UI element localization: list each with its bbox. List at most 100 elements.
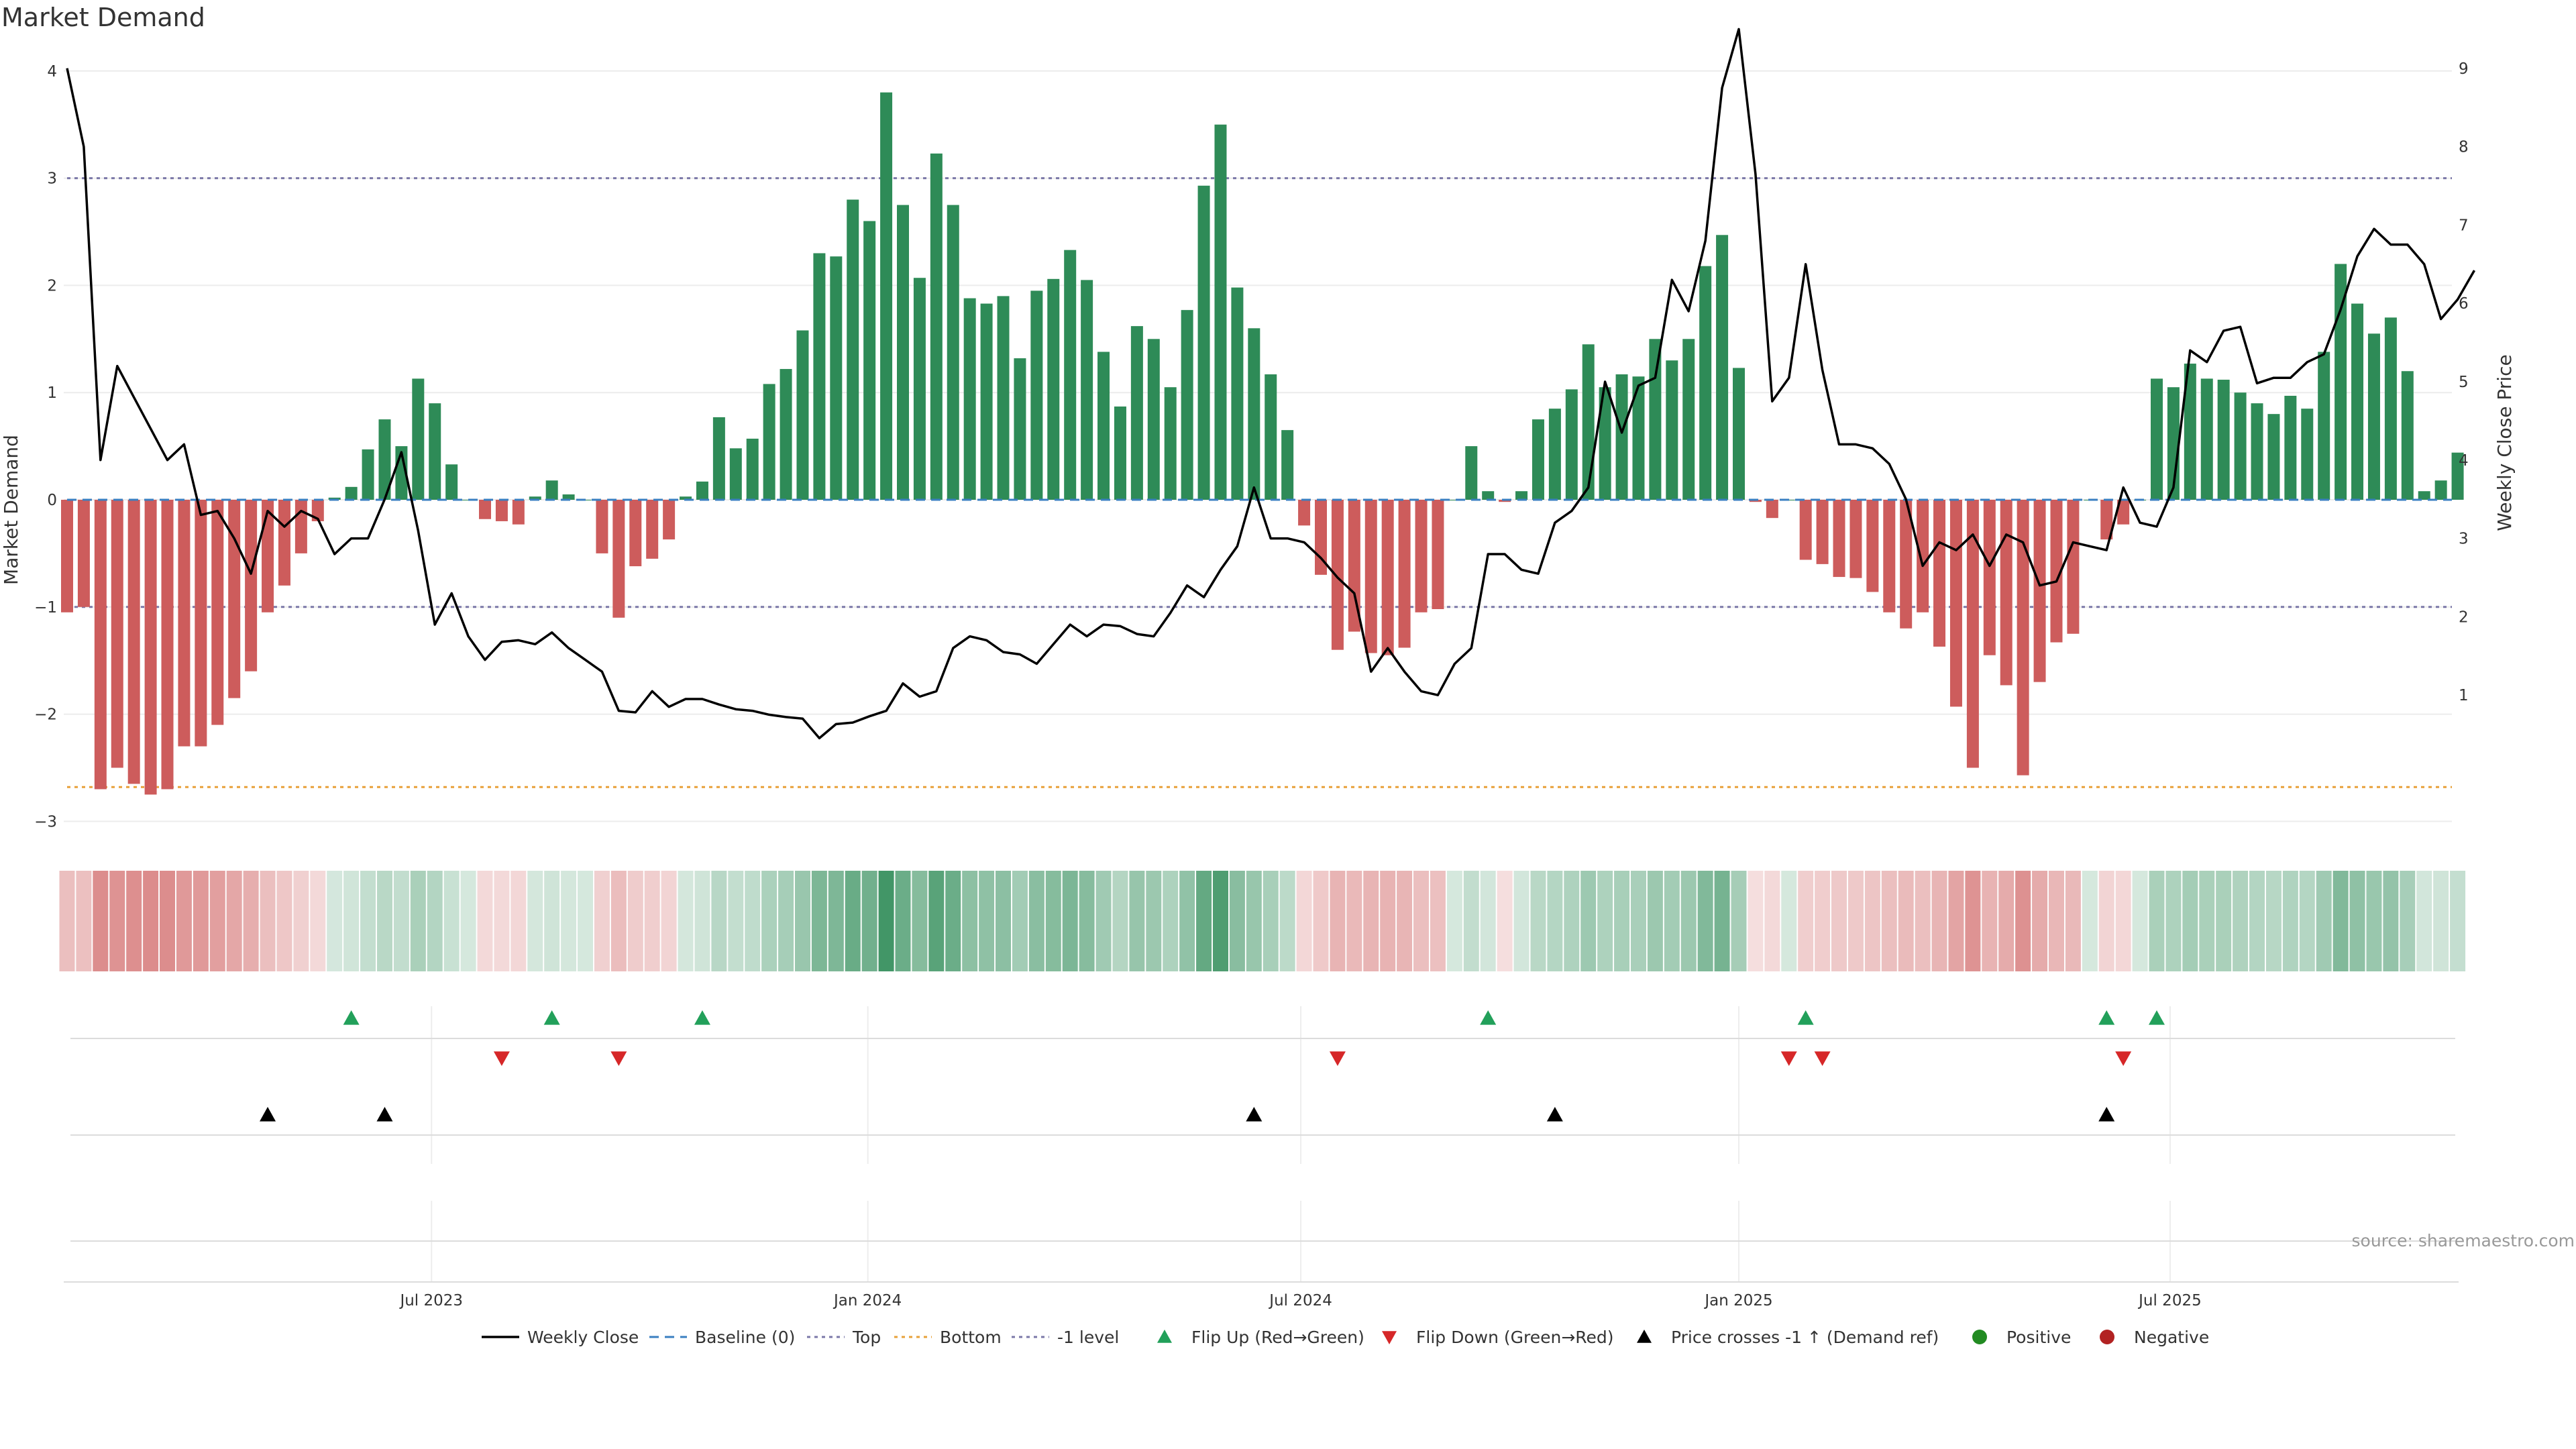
demand-bar — [228, 500, 241, 698]
heat-strip-cell — [610, 871, 627, 971]
heat-strip-cell — [1012, 871, 1028, 971]
demand-bar — [262, 500, 274, 612]
demand-bar — [1265, 374, 1277, 500]
demand-bar — [2251, 403, 2263, 500]
flip-down-marker — [1780, 1051, 1797, 1066]
demand-bar — [2284, 395, 2297, 500]
legend-label: Weekly Close — [527, 1328, 639, 1347]
heat-strip-cell — [2115, 871, 2131, 971]
demand-bar — [1548, 409, 1561, 500]
demand-bar — [2217, 380, 2230, 500]
demand-bar — [2401, 371, 2414, 500]
heat-strip-cell — [828, 871, 844, 971]
y2-tick-label: 4 — [2459, 452, 2469, 470]
heat-strip-cell — [694, 871, 710, 971]
heat-strip-cell — [143, 871, 159, 971]
heat-strip-cell — [1045, 871, 1061, 971]
heat-strip-cell — [761, 871, 777, 971]
y-tick-label: −1 — [34, 599, 57, 616]
demand-bar — [2334, 264, 2347, 500]
heat-strip-cell — [1597, 871, 1613, 971]
heat-strip-cell — [996, 871, 1012, 971]
demand-bar — [1364, 500, 1377, 653]
demand-bar — [445, 464, 458, 500]
demand-bar — [512, 500, 525, 525]
heat-strip-cell — [2132, 871, 2148, 971]
demand-bar — [1766, 500, 1778, 519]
demand-bar — [562, 494, 575, 500]
heat-strip-cell — [1413, 871, 1430, 971]
legend-swatch-price-cross — [1637, 1330, 1652, 1343]
price-cross-marker — [1546, 1107, 1563, 1122]
heat-strip-cell — [2149, 871, 2165, 971]
demand-bar — [1214, 124, 1227, 500]
heat-strip-cell — [945, 871, 961, 971]
heat-strip-cell — [711, 871, 727, 971]
demand-bar — [947, 205, 959, 500]
demand-bar — [763, 384, 775, 500]
demand-bar — [1632, 376, 1645, 500]
heat-strip-cell — [1915, 871, 1931, 971]
heat-strip-cell — [1062, 871, 1078, 971]
heat-strip-cell — [2015, 871, 2031, 971]
demand-bar — [1682, 339, 1695, 500]
demand-bar — [211, 500, 224, 725]
heat-strip-cell — [1179, 871, 1195, 971]
demand-bar — [2367, 333, 2380, 500]
y2-tick-label: 8 — [2459, 139, 2469, 156]
heat-strip-cell — [1580, 871, 1597, 971]
heat-strip-cell — [1196, 871, 1212, 971]
heat-strip-cell — [494, 871, 510, 971]
x-tick-label: Jan 2025 — [1703, 1292, 1772, 1309]
demand-bar — [963, 298, 976, 500]
demand-bar — [1582, 344, 1595, 500]
heat-strip-cell — [1313, 871, 1329, 971]
demand-bar — [1849, 500, 1862, 578]
demand-bar — [1097, 352, 1110, 500]
flip-up-marker — [543, 1010, 560, 1025]
heat-strip-cell — [293, 871, 309, 971]
heat-strip-cell — [861, 871, 877, 971]
heat-strip-cell — [1530, 871, 1546, 971]
demand-bar — [1030, 290, 1043, 500]
demand-bar — [2017, 500, 2029, 775]
legend-label: Positive — [2006, 1328, 2071, 1347]
demand-bar — [596, 500, 608, 553]
heat-strip-cell — [1614, 871, 1630, 971]
heat-strip-cell — [2265, 871, 2282, 971]
y-tick-label: 4 — [47, 63, 57, 80]
demand-bar — [111, 500, 123, 768]
flip-up-marker — [343, 1010, 360, 1025]
heat-strip-cell — [1931, 871, 1947, 971]
heat-strip-cell — [2416, 871, 2432, 971]
heat-strip-cell — [1446, 871, 1462, 971]
heat-strip-cell — [209, 871, 225, 971]
heat-strip-cell — [1881, 871, 1897, 971]
heat-strip-cell — [845, 871, 861, 971]
price-cross-marker — [376, 1107, 393, 1122]
heat-strip-cell — [2165, 871, 2182, 971]
demand-bar — [545, 480, 558, 500]
demand-bar — [1298, 500, 1311, 526]
heat-strip-cell — [561, 871, 577, 971]
demand-bar — [696, 481, 708, 500]
weekly-close-line — [66, 28, 2476, 740]
demand-bar — [1949, 500, 1962, 707]
heat-strip-cell — [912, 871, 928, 971]
demand-bar — [161, 500, 174, 790]
heat-strip-cell — [2383, 871, 2399, 971]
demand-bar — [1181, 310, 1193, 500]
demand-bar — [1799, 500, 1812, 560]
demand-bar — [294, 500, 307, 553]
y-tick-label: 0 — [47, 492, 57, 509]
heat-strip-cell — [678, 871, 694, 971]
y-tick-label: −2 — [34, 706, 57, 724]
demand-bar — [412, 378, 425, 500]
demand-bar — [311, 500, 324, 521]
demand-bar — [1917, 500, 1929, 612]
heat-strip-cell — [1463, 871, 1479, 971]
heat-strip-cell — [460, 871, 476, 971]
demand-bar — [2451, 452, 2464, 500]
heat-strip-cell — [1781, 871, 1797, 971]
demand-bar — [629, 500, 642, 567]
